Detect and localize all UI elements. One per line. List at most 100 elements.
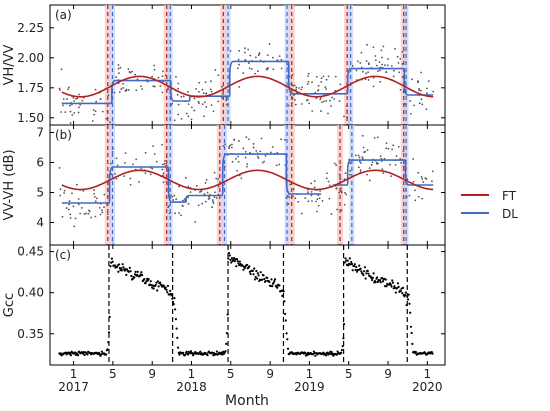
data-point [308,102,311,105]
gcc-point [120,267,123,270]
data-point [100,209,103,212]
y-tick-label: 7 [36,126,44,140]
data-point [136,78,139,81]
gcc-point [374,281,377,284]
data-point [359,169,362,171]
gcc-point [394,291,397,294]
x-tick-year-label: 2019 [294,380,325,394]
data-point [180,95,183,98]
data-point [190,106,193,109]
data-point [69,213,72,216]
data-point [325,100,328,102]
data-point [372,46,375,49]
data-point [202,92,205,95]
data-point [334,75,337,78]
gcc-point [178,353,181,356]
data-point [409,112,412,115]
data-point [245,136,248,139]
gcc-point [284,319,287,322]
data-point [205,178,208,181]
data-point [225,103,228,106]
gcc-point [348,257,351,260]
data-point [212,200,215,203]
data-point [425,178,428,180]
data-point [365,72,367,75]
data-point [175,198,178,201]
data-point [278,55,281,58]
data-point [244,150,247,153]
data-point [266,68,269,71]
gcc-point [285,332,288,335]
data-point [193,109,196,112]
data-point [322,75,325,78]
data-point [204,101,206,104]
gcc-point [358,264,361,267]
gcc-point [355,270,359,273]
data-point [204,182,207,184]
data-point [125,88,128,91]
gcc-point [122,266,125,269]
data-point [386,64,389,67]
data-point [177,87,179,90]
data-point [152,145,155,148]
gcc-point [366,269,369,273]
data-point [397,61,400,64]
data-point [330,105,332,107]
gcc-point [173,297,176,300]
data-point [293,94,296,97]
y-tick-label: 0.35 [17,327,44,341]
data-point [383,157,386,160]
data-point [221,85,223,88]
data-point [344,172,347,175]
gcc-point [363,266,367,269]
gcc-point [256,272,259,275]
data-point [383,64,386,67]
data-point [229,144,232,147]
data-point [79,212,82,215]
data-point [217,100,220,103]
data-point [414,189,416,192]
data-point [78,93,81,96]
data-point [99,213,102,216]
data-point [153,64,156,67]
data-point [401,51,404,53]
data-point [157,76,160,79]
data-point [225,99,228,102]
data-point [408,194,411,197]
data-point [198,90,200,93]
data-point [278,163,281,166]
data-point [177,82,180,85]
data-point [432,90,435,93]
gcc-point [131,277,134,280]
gcc-point [268,280,271,284]
data-point [249,151,251,154]
gcc-point [109,265,112,268]
data-point [365,60,368,62]
data-point [63,192,65,194]
x-tick-label: 5 [345,367,353,381]
gcc-point [133,273,137,276]
gcc-point [158,281,162,284]
data-point [198,81,201,84]
data-point [153,153,156,155]
data-point [412,181,415,183]
data-point [374,59,377,62]
gcc-point [147,278,150,281]
data-point [106,213,109,216]
data-point [238,49,241,52]
data-point [380,157,383,160]
data-point [364,150,367,153]
data-point [211,206,213,209]
data-point [276,59,279,61]
x-tick-label: 1 [70,367,78,381]
gcc-point [353,263,356,266]
data-point [421,197,423,200]
data-point [294,103,297,106]
data-point [237,155,239,158]
data-point [389,163,391,166]
data-point [244,156,247,159]
gcc-point [351,269,354,272]
data-point [176,93,179,96]
gcc-point [111,260,114,263]
x-tick-label: 9 [384,367,392,381]
